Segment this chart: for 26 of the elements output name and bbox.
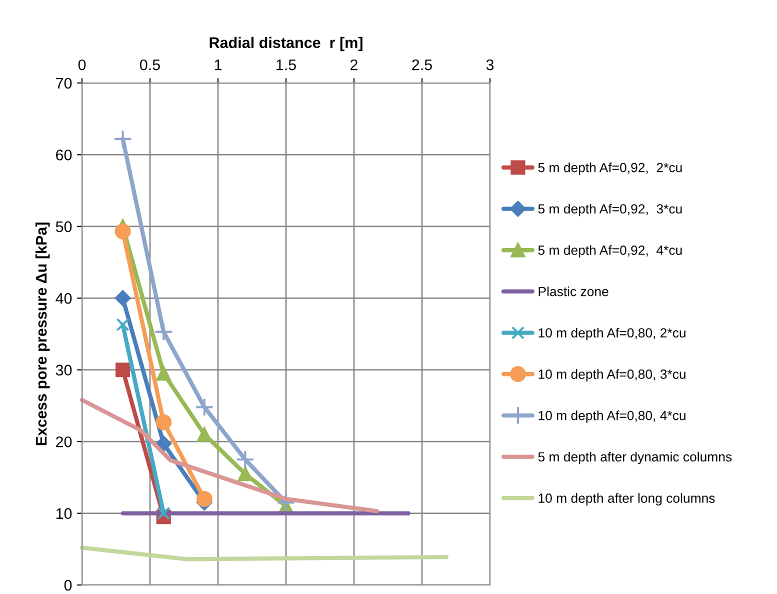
x-axis-title: Radial distance r [m] [210, 36, 362, 52]
y-tick-label: 70 [56, 78, 72, 89]
legend-label: 5 m depth Af=0,92, 4*cu [538, 245, 682, 258]
x-tick-label: 1 [214, 60, 222, 70]
legend-label: 10 m depth Af=0,80, 2*cu [538, 328, 686, 340]
legend-label: 5 m depth after dynamic columns [538, 452, 732, 464]
y-tick-label: 30 [56, 364, 72, 376]
legend-label: 5 m depth Af=0,92, 3*cu [538, 204, 682, 216]
x-tick-label: 0.5 [140, 59, 160, 70]
legend-label: 10 m depth after long columns [538, 493, 715, 506]
y-tick-label: 0 [64, 580, 72, 591]
y-tick-label: 20 [56, 436, 72, 448]
x-tick-label: 2.5 [412, 59, 432, 70]
legend-label: 5 m depth Af=0,92, 2*cu [538, 162, 682, 175]
legend-label: 10 m depth Af=0,80, 3*cu [538, 369, 686, 382]
y-tick-label: 40 [56, 293, 72, 304]
legend-label: 10 m depth Af=0,80, 4*cu [538, 410, 686, 423]
legend-label: Plastic zone [538, 286, 608, 296]
x-tick-label: 0 [78, 59, 86, 70]
y-tick-label: 60 [56, 150, 72, 160]
x-tick-label: 1.5 [276, 60, 296, 70]
y-tick-label: 10 [56, 508, 72, 519]
y-tick-label: 50 [56, 221, 72, 232]
x-tick-label: 2 [350, 59, 358, 70]
y-axis-title: Excess pore pressure Δu [kPa] [35, 222, 50, 446]
x-tick-label: 3 [486, 59, 494, 70]
